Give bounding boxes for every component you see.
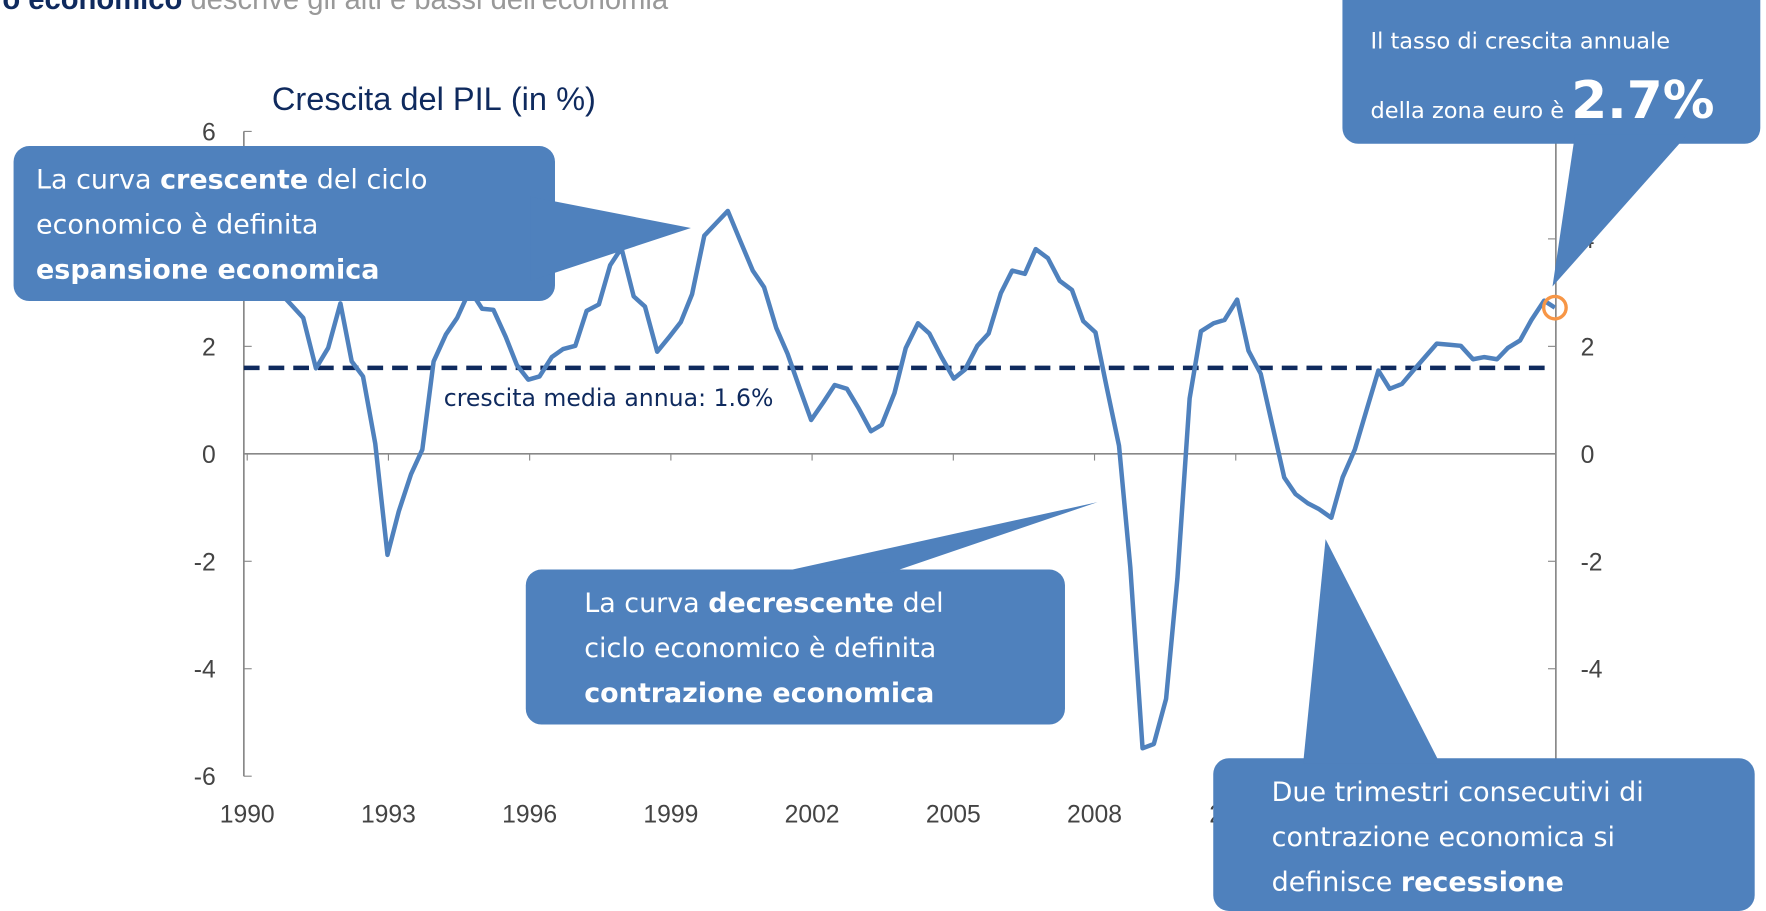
x-tick-label: 1990: [220, 801, 275, 828]
callout-line: definisce recessione: [1272, 867, 1564, 898]
highlight-marker: [1541, 294, 1568, 321]
callout-text: crescente: [160, 165, 308, 196]
y-tick-label: -6: [194, 764, 216, 791]
x-tick-label: 1996: [502, 801, 557, 828]
callout-pointer: [1552, 134, 1688, 287]
callout-line: La curva crescente del ciclo: [36, 165, 428, 196]
callout-line: economico è definita: [36, 210, 318, 241]
callout-text: della zona euro è: [1371, 98, 1572, 124]
header-part: o economico: [2, 0, 182, 16]
callout-line: della zona euro è 2.7%: [1371, 71, 1715, 131]
callout-text: del ciclo: [308, 165, 427, 196]
callout-pointer: [530, 196, 691, 281]
callout-line: contrazione economica: [584, 678, 934, 709]
callout-texts: La curva crescente del ciclo economico è …: [36, 28, 1714, 897]
callout-text: 2.7%: [1571, 71, 1714, 131]
y-tick-label: -2: [194, 549, 216, 576]
y-tick-label: 6: [202, 119, 216, 146]
y2-tick-label: -4: [1581, 657, 1603, 684]
y2-tick-label: 0: [1581, 442, 1595, 469]
series-line: [268, 208, 1557, 751]
y2-tick-label: 2: [1581, 334, 1595, 361]
callout-text: ciclo economico è definita: [584, 633, 936, 664]
callout-line: Il tasso di crescita annuale: [1371, 28, 1671, 54]
x-tick-label: 2005: [926, 801, 981, 828]
callout-text: del: [894, 588, 944, 619]
callout: [13, 0, 1761, 911]
x-tick-label: 2008: [1067, 801, 1122, 828]
callout-line: Due trimestri consecutivi di: [1272, 777, 1644, 808]
callout-box: [1342, 0, 1761, 144]
callout-box: [1213, 758, 1755, 911]
callout-text: La curva: [36, 165, 160, 196]
callout-pointer: [1303, 539, 1441, 764]
y2-tick-label: -2: [1581, 549, 1603, 576]
callout-pointer: [777, 502, 1098, 573]
title-text: Crescita del PIL: [272, 81, 502, 117]
callout-text: definisce: [1272, 867, 1401, 898]
callout-line: La curva decrescente del: [584, 588, 943, 619]
callout-line: espansione economica: [36, 255, 379, 286]
callout-text: economico è definita: [36, 210, 318, 241]
callout-line: ciclo economico è definita: [584, 633, 936, 664]
callout-line: contrazione economica si: [1272, 822, 1615, 853]
header-part: descrive gli alti e bassi dell'economia: [182, 0, 669, 16]
callout-text: espansione economica: [36, 255, 379, 286]
callout-text: Il tasso di crescita annuale: [1371, 28, 1671, 54]
callout-text: Due trimestri consecutivi di: [1272, 777, 1644, 808]
callout-text: La curva: [584, 588, 708, 619]
callout-text: contrazione economica si: [1272, 822, 1615, 853]
callout-text: contrazione economica: [584, 678, 934, 709]
y-tick-label: 0: [202, 442, 216, 469]
x-tick-label: 1993: [361, 801, 416, 828]
title-unit: (in %): [511, 81, 596, 117]
y-tick-label: 2: [202, 334, 216, 361]
x-tick-label: 1999: [643, 801, 698, 828]
callout-box: [525, 569, 1065, 725]
plot: -6-4-20246-4-202419901993199619992002200…: [194, 119, 1603, 828]
mean-label: crescita media annua: 1.6%: [444, 384, 774, 412]
y-tick-label: -4: [194, 657, 216, 684]
callout-text: decrescente: [708, 588, 894, 619]
x-tick-label: 2002: [785, 801, 840, 828]
chart-title: Crescita del PIL (in %): [272, 81, 596, 117]
callout-text: recessione: [1401, 867, 1564, 898]
header: o economico descrive gli alti e bassi de…: [2, 0, 669, 16]
callout-box: [13, 146, 555, 302]
